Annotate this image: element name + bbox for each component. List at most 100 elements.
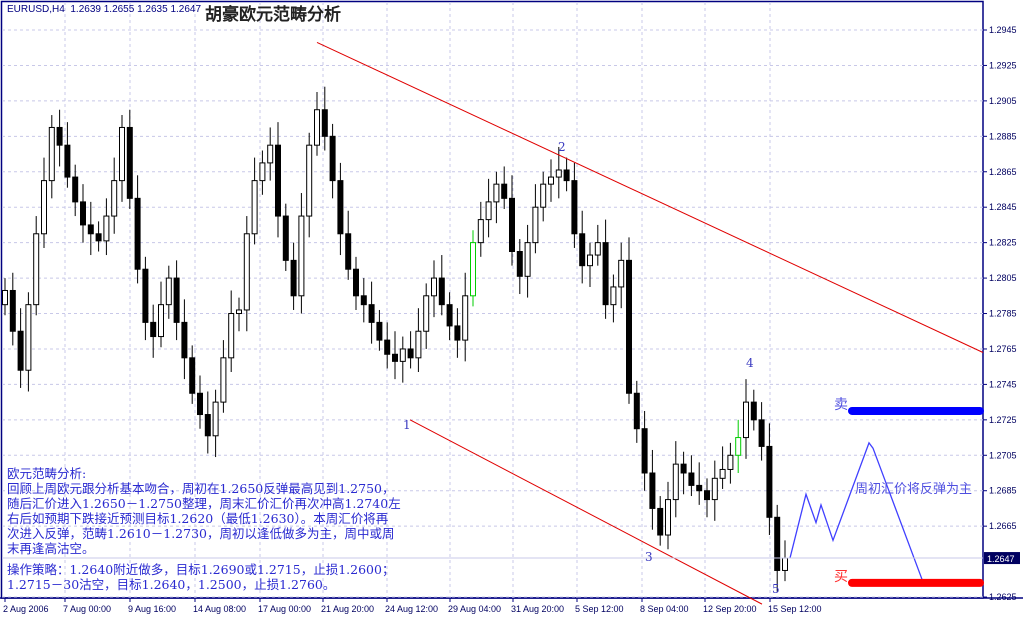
candle-body [407, 348, 414, 359]
time-tick-label: 5 Sep 12:00 [575, 604, 624, 614]
analysis-heading: 欧元范畴分析: [7, 466, 87, 481]
price-tick-label: 1.2765 [989, 344, 1017, 354]
candle-body [197, 392, 203, 416]
forecast-path [789, 441, 923, 580]
time-tick-label: 14 Aug 08:00 [193, 604, 246, 614]
candle-body [548, 176, 554, 185]
wave-label-2: 2 [558, 140, 566, 154]
candle-body [220, 357, 227, 403]
candle-body [711, 477, 718, 501]
price-tick-label: 1.2845 [989, 202, 1017, 212]
candle-body [602, 242, 609, 306]
analysis-line: 次进入反弹，范畴1.2610－1.2730，周初以逢低做多为主，周中或周 [7, 526, 395, 541]
candle-body [337, 180, 344, 235]
candle-body [516, 251, 523, 277]
analysis-line: 随后汇价进入1.2650－1.2750整理，周末汇价汇价再次冲高1.2740左 [7, 496, 401, 511]
price-tick-label: 1.2665 [989, 521, 1017, 531]
lower-channel-line [409, 419, 763, 605]
candle-body [236, 309, 242, 315]
candle-body [173, 277, 180, 323]
price-tick-label: 1.2685 [989, 486, 1017, 496]
candle-body [610, 286, 617, 306]
candle-body [111, 180, 118, 217]
candle-body [415, 330, 422, 359]
candle-body [267, 144, 274, 164]
candle-body [462, 295, 469, 341]
symbol-label: EURUSD,H4 [7, 4, 65, 15]
candle-body [696, 484, 703, 492]
candle-body [782, 557, 788, 571]
candle-body [540, 183, 547, 208]
candle-body [719, 468, 726, 479]
analysis-line: 末再逢高沽空。 [7, 541, 95, 556]
candle-body [477, 219, 484, 244]
candle-body [704, 490, 710, 501]
price-tick-label: 1.2945 [989, 25, 1017, 35]
candle-body [158, 304, 164, 338]
candle-body [376, 321, 383, 341]
candle-body [735, 437, 742, 456]
candle-body [290, 259, 297, 297]
candle-body [329, 135, 336, 182]
current-price-badge [984, 552, 1020, 565]
candle-body [392, 353, 398, 362]
candle-body [587, 254, 593, 267]
candle-body [438, 277, 445, 306]
candle-body [594, 242, 601, 256]
buy-label: 买 [834, 569, 848, 585]
price-tick-label: 1.2905 [989, 96, 1017, 106]
candle-body [321, 109, 328, 137]
candle-body [680, 463, 687, 474]
time-tick-label: 9 Aug 16:00 [128, 604, 176, 614]
time-tick-label: 24 Aug 12:00 [385, 604, 438, 614]
candle-body [532, 206, 539, 244]
candle-body [142, 268, 149, 323]
candle-body [41, 180, 47, 235]
candle-body [493, 183, 500, 203]
time-tick-label: 31 Aug 20:00 [511, 604, 564, 614]
candle-body [189, 357, 196, 394]
price-tick-label: 1.2745 [989, 379, 1017, 389]
candle-body [282, 215, 289, 261]
candle-body [446, 304, 453, 327]
candle-body [353, 268, 359, 297]
candle-body [672, 463, 679, 501]
candle-body [641, 428, 648, 474]
candle-body [165, 277, 172, 306]
price-tick-label: 1.2805 [989, 273, 1017, 283]
price-tick-label: 1.2925 [989, 60, 1017, 70]
candle-body [665, 499, 671, 536]
time-tick-label: 8 Sep 04:00 [640, 604, 689, 614]
price-tick-label: 1.2865 [989, 167, 1017, 177]
price-tick-label: 1.2625 [989, 592, 1017, 602]
candle-body [774, 516, 781, 571]
candle-body [750, 401, 757, 421]
candle-body [251, 180, 258, 235]
candle-body [243, 233, 250, 311]
candle-body [80, 201, 86, 226]
price-tick-label: 1.2725 [989, 415, 1017, 425]
price-tick-label: 1.2885 [989, 131, 1017, 141]
candle-body [649, 472, 656, 509]
price-tick-label: 1.2785 [989, 309, 1017, 319]
candle-body [103, 215, 110, 242]
candle-body [345, 233, 352, 270]
time-tick-label: 15 Sep 12:00 [768, 604, 822, 614]
candle-body [314, 109, 320, 146]
candle-body [72, 176, 79, 203]
candle-body [150, 321, 157, 338]
price-tick-label: 1.2825 [989, 238, 1017, 248]
candle-body [228, 313, 235, 359]
candle-body [126, 126, 133, 199]
candle-body [298, 215, 305, 297]
candle-body [423, 295, 430, 332]
candle-body [563, 169, 570, 182]
time-tick-label: 2 Aug 2006 [3, 604, 49, 614]
price-tick-label: 1.2705 [989, 450, 1017, 460]
candle-body [87, 224, 94, 235]
candle-body [454, 325, 461, 341]
wave-label-3: 3 [645, 550, 653, 564]
candle-body [524, 242, 531, 277]
